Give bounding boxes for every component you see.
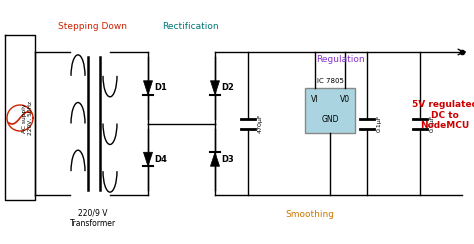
Text: Regulation: Regulation xyxy=(316,55,365,64)
Text: IC 7805: IC 7805 xyxy=(317,78,344,84)
Text: D3: D3 xyxy=(221,155,234,164)
Text: VI: VI xyxy=(311,95,319,104)
Text: D1: D1 xyxy=(154,83,167,92)
Text: 470µF: 470µF xyxy=(258,114,263,133)
Text: D4: D4 xyxy=(154,155,167,164)
Text: 220/9 V
Transformer: 220/9 V Transformer xyxy=(70,209,116,228)
Polygon shape xyxy=(144,152,153,166)
Text: D2: D2 xyxy=(221,83,234,92)
Bar xyxy=(305,88,355,133)
Text: V0: V0 xyxy=(340,95,350,104)
Text: Smoothing: Smoothing xyxy=(285,210,335,219)
Text: 0.1µF: 0.1µF xyxy=(430,115,435,132)
Text: Stepping Down: Stepping Down xyxy=(58,22,128,31)
Text: Rectification: Rectification xyxy=(162,22,219,31)
Polygon shape xyxy=(210,152,219,166)
Text: 0.1µF: 0.1µF xyxy=(377,115,382,132)
Text: AC supply
220V, 50Hz: AC supply 220V, 50Hz xyxy=(22,101,32,135)
Polygon shape xyxy=(144,81,153,95)
Polygon shape xyxy=(210,81,219,95)
Text: GND: GND xyxy=(321,115,339,124)
Text: 5V regulated
DC to
NodeMCU: 5V regulated DC to NodeMCU xyxy=(412,100,474,130)
